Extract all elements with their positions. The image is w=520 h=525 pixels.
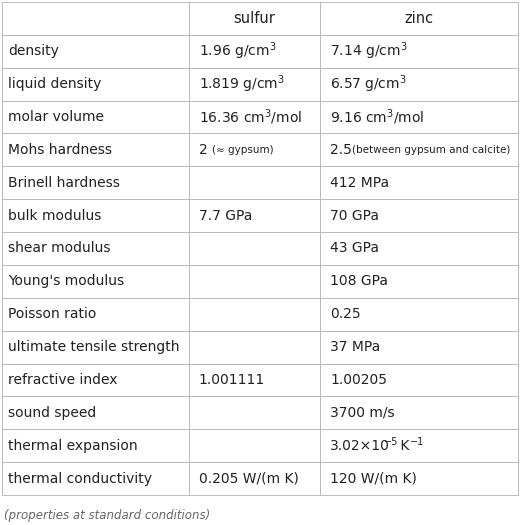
- Text: 70 GPa: 70 GPa: [330, 208, 380, 223]
- Text: 412 MPa: 412 MPa: [330, 176, 389, 190]
- Text: ultimate tensile strength: ultimate tensile strength: [8, 340, 179, 354]
- Text: molar volume: molar volume: [8, 110, 104, 124]
- Bar: [189, 298, 320, 331]
- Text: shear modulus: shear modulus: [8, 242, 111, 256]
- Bar: [189, 68, 320, 101]
- Text: −1: −1: [410, 437, 425, 447]
- Bar: [189, 331, 320, 363]
- Text: Brinell hardness: Brinell hardness: [8, 176, 120, 190]
- Bar: [2, 265, 189, 298]
- Bar: [189, 232, 320, 265]
- Bar: [2, 298, 189, 331]
- Bar: [2, 35, 189, 68]
- Bar: [2, 101, 189, 133]
- Bar: [189, 462, 320, 495]
- Text: 1.819 g/cm$^3$: 1.819 g/cm$^3$: [199, 74, 284, 95]
- Bar: [320, 462, 518, 495]
- Bar: [2, 462, 189, 495]
- Bar: [189, 363, 320, 396]
- Bar: [320, 133, 518, 166]
- Bar: [320, 68, 518, 101]
- Text: density: density: [8, 44, 59, 58]
- Text: 37 MPa: 37 MPa: [330, 340, 381, 354]
- Text: Young's modulus: Young's modulus: [8, 275, 124, 288]
- Text: 16.36 cm$^3$/mol: 16.36 cm$^3$/mol: [199, 107, 302, 127]
- Text: −5: −5: [384, 437, 399, 447]
- Text: 6.57 g/cm$^3$: 6.57 g/cm$^3$: [330, 74, 407, 95]
- Bar: [189, 429, 320, 462]
- Text: 2: 2: [199, 143, 207, 157]
- Text: (properties at standard conditions): (properties at standard conditions): [4, 509, 210, 521]
- Text: 3700 m/s: 3700 m/s: [330, 406, 395, 420]
- Bar: [2, 331, 189, 363]
- Text: thermal conductivity: thermal conductivity: [8, 471, 152, 486]
- Bar: [320, 232, 518, 265]
- Text: Poisson ratio: Poisson ratio: [8, 307, 96, 321]
- Bar: [320, 2, 518, 35]
- Bar: [2, 68, 189, 101]
- Bar: [189, 2, 320, 35]
- Bar: [320, 265, 518, 298]
- Text: sound speed: sound speed: [8, 406, 96, 420]
- Bar: [189, 166, 320, 199]
- Text: liquid density: liquid density: [8, 77, 101, 91]
- Text: 7.7 GPa: 7.7 GPa: [199, 208, 252, 223]
- Text: 9.16 cm$^3$/mol: 9.16 cm$^3$/mol: [330, 107, 425, 127]
- Bar: [2, 429, 189, 462]
- Text: refractive index: refractive index: [8, 373, 118, 387]
- Text: 43 GPa: 43 GPa: [330, 242, 380, 256]
- Bar: [2, 133, 189, 166]
- Bar: [320, 363, 518, 396]
- Text: 7.14 g/cm$^3$: 7.14 g/cm$^3$: [330, 40, 408, 62]
- Bar: [2, 232, 189, 265]
- Text: 108 GPa: 108 GPa: [330, 275, 388, 288]
- Text: zinc: zinc: [405, 11, 434, 26]
- Text: (≈ gypsum): (≈ gypsum): [212, 145, 274, 155]
- Bar: [189, 199, 320, 232]
- Bar: [189, 101, 320, 133]
- Bar: [2, 363, 189, 396]
- Bar: [189, 396, 320, 429]
- Bar: [189, 265, 320, 298]
- Text: 3.02×10: 3.02×10: [330, 439, 390, 453]
- Bar: [320, 331, 518, 363]
- Bar: [2, 166, 189, 199]
- Text: 120 W/(m K): 120 W/(m K): [330, 471, 417, 486]
- Text: 1.00205: 1.00205: [330, 373, 387, 387]
- Text: bulk modulus: bulk modulus: [8, 208, 101, 223]
- Text: Mohs hardness: Mohs hardness: [8, 143, 112, 157]
- Text: 2.5: 2.5: [330, 143, 352, 157]
- Text: 0.205 W/(m K): 0.205 W/(m K): [199, 471, 298, 486]
- Text: sulfur: sulfur: [233, 11, 276, 26]
- Text: thermal expansion: thermal expansion: [8, 439, 138, 453]
- Text: 1.001111: 1.001111: [199, 373, 265, 387]
- Bar: [320, 101, 518, 133]
- Bar: [320, 429, 518, 462]
- Bar: [320, 298, 518, 331]
- Text: K: K: [396, 439, 410, 453]
- Bar: [2, 199, 189, 232]
- Bar: [189, 35, 320, 68]
- Bar: [320, 35, 518, 68]
- Bar: [2, 396, 189, 429]
- Text: 0.25: 0.25: [330, 307, 361, 321]
- Text: (between gypsum and calcite): (between gypsum and calcite): [353, 145, 511, 155]
- Bar: [320, 199, 518, 232]
- Bar: [2, 2, 189, 35]
- Bar: [320, 396, 518, 429]
- Bar: [189, 133, 320, 166]
- Bar: [320, 166, 518, 199]
- Text: 1.96 g/cm$^3$: 1.96 g/cm$^3$: [199, 40, 276, 62]
